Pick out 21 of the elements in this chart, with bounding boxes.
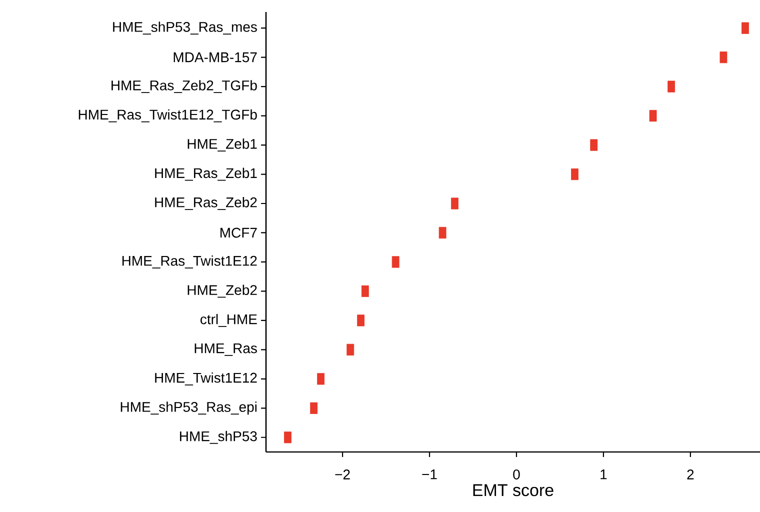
y-tick-label: HME_Ras_Twist1E12 — [122, 256, 257, 268]
y-tick-label: MCF7 — [220, 228, 257, 238]
y-tick-label: HME_Ras_Zeb2 — [155, 197, 257, 210]
y-tick-label: HME_Ras_Zeb2_TGFb — [112, 80, 257, 94]
y-tick-label: MDA-MB-157 — [174, 52, 257, 62]
x-tick-label: 0 — [513, 470, 520, 480]
y-tick-label: HME_Ras — [194, 343, 257, 356]
y-tick-label: HME_Twist1E12 — [155, 372, 257, 386]
y-tick-label: HME_Zeb2 — [188, 284, 257, 298]
x-tick-label: −2 — [335, 470, 350, 480]
y-tick-label: HME_Ras_Twist1E12_TGFb — [78, 109, 257, 122]
x-tick-label: −1 — [422, 470, 437, 480]
y-tick-label: HME_shP53_Ras_mes — [113, 22, 257, 35]
y-tick-label: HME_Ras_Zeb1 — [155, 168, 257, 181]
x-tick-label: 1 — [600, 470, 607, 480]
x-axis-title: EMT score — [473, 484, 554, 496]
y-tick-label: HME_shP53_Ras_epi — [120, 402, 256, 415]
y-tick-label: HME_shP53 — [180, 430, 257, 444]
x-tick-label: 2 — [687, 470, 694, 480]
y-tick-label: ctrl_HME — [200, 314, 257, 327]
y-tick-label: HME_Zeb1 — [188, 138, 257, 152]
